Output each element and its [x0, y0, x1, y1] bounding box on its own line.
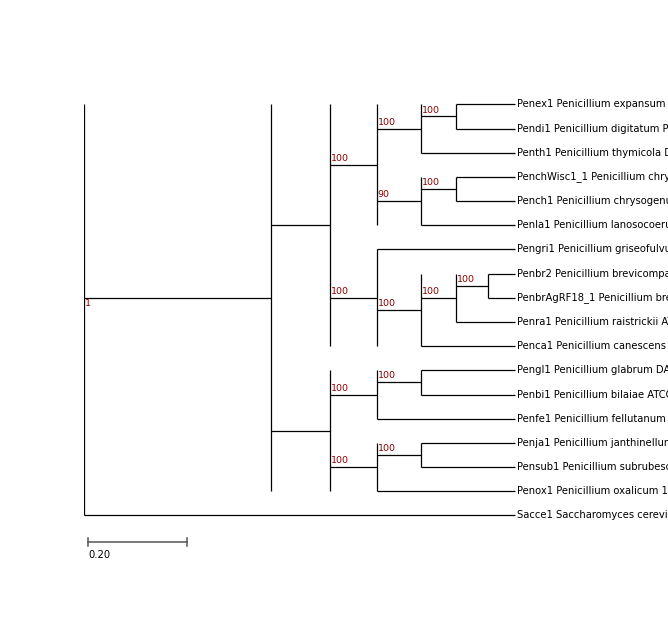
Text: Penla1 Penicillium lanosocoeruleum ATCC 48919 v1.0: Penla1 Penicillium lanosocoeruleum ATCC … [517, 220, 668, 230]
Text: 100: 100 [422, 287, 440, 296]
Text: Penca1 Penicillium canescens ATCC 10419 v1.0: Penca1 Penicillium canescens ATCC 10419 … [517, 341, 668, 351]
Text: Sacce1 Saccharomyces cerevisiae S288C: Sacce1 Saccharomyces cerevisiae S288C [517, 511, 668, 521]
Text: Pench1 Penicillium chrysogenum v1.0: Pench1 Penicillium chrysogenum v1.0 [517, 196, 668, 206]
Text: PenbrAgRF18_1 Penicillium brevicompactum AgRF18 v1.0: PenbrAgRF18_1 Penicillium brevicompactum… [517, 293, 668, 303]
Text: 100: 100 [378, 372, 396, 381]
Text: Penfe1 Penicillium fellutanum ATCC 48694 v1.0: Penfe1 Penicillium fellutanum ATCC 48694… [517, 414, 668, 424]
Text: 100: 100 [378, 444, 396, 453]
Text: 90: 90 [378, 190, 390, 199]
Text: 100: 100 [422, 106, 440, 114]
Text: PenchWisc1_1 Penicillium chrysogenum Wisconsin 54-1255: PenchWisc1_1 Penicillium chrysogenum Wis… [517, 171, 668, 182]
Text: 1: 1 [84, 299, 90, 308]
Text: 100: 100 [422, 178, 440, 187]
Text: Penex1 Penicillium expansum ATCC 24692 v1.0: Penex1 Penicillium expansum ATCC 24692 v… [517, 99, 668, 109]
Text: 0.20: 0.20 [88, 551, 111, 560]
Text: 100: 100 [331, 287, 349, 296]
Text: 100: 100 [331, 154, 349, 163]
Text: 100: 100 [331, 384, 349, 392]
Text: Pengl1 Penicillium glabrum DAOM 239074 v1.0: Pengl1 Penicillium glabrum DAOM 239074 v… [517, 365, 668, 376]
Text: 100: 100 [378, 299, 396, 308]
Text: Penbi1 Penicillium bilaiae ATCC 20851 v1.0: Penbi1 Penicillium bilaiae ATCC 20851 v1… [517, 389, 668, 399]
Text: Pensub1 Penicillium subrubescens FBCC1632 / CBS132785: Pensub1 Penicillium subrubescens FBCC163… [517, 462, 668, 472]
Text: 100: 100 [457, 275, 475, 284]
Text: Pengri1 Penicillium griseofulvum: Pengri1 Penicillium griseofulvum [517, 244, 668, 254]
Text: 100: 100 [378, 117, 396, 127]
Text: Penox1 Penicillium oxalicum 114-2: Penox1 Penicillium oxalicum 114-2 [517, 486, 668, 496]
Text: Pendi1 Penicillium digitatum PHI26: Pendi1 Penicillium digitatum PHI26 [517, 124, 668, 134]
Text: Penth1 Penicillium thymicola DAOMC 180753 v1.0: Penth1 Penicillium thymicola DAOMC 18075… [517, 148, 668, 158]
Text: Penja1 Penicillium janthinellum ATCC 10455 v1.0: Penja1 Penicillium janthinellum ATCC 104… [517, 438, 668, 448]
Text: 100: 100 [331, 456, 349, 465]
Text: Penbr2 Penicillium brevicompactum 1011305 v2.0: Penbr2 Penicillium brevicompactum 101130… [517, 269, 668, 279]
Text: Penra1 Penicillium raistrickii ATCC 10490 v1.0: Penra1 Penicillium raistrickii ATCC 1049… [517, 317, 668, 327]
